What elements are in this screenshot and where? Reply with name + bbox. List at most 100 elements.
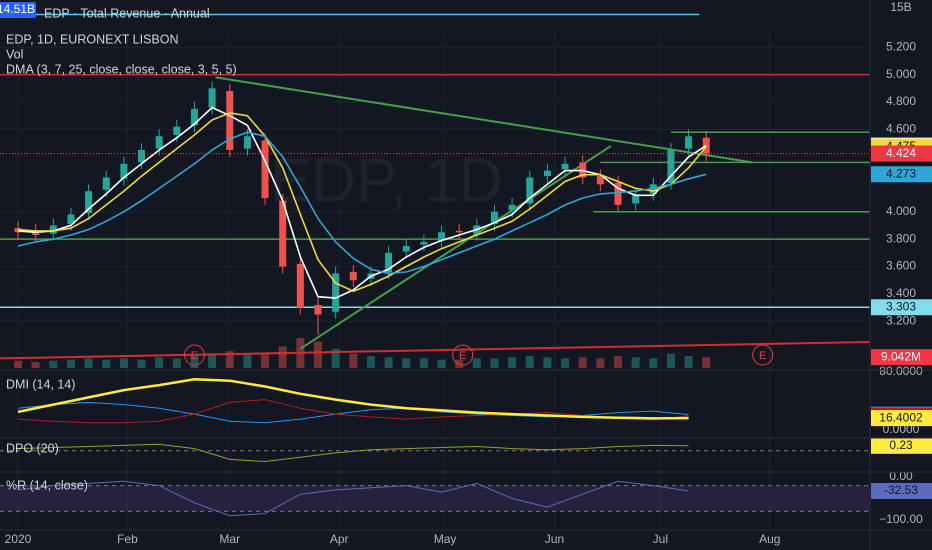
y-tick-label: 80.0000 [879, 364, 923, 378]
indicator-label-bg [871, 410, 932, 427]
x-tick-label: Jun [545, 532, 564, 546]
candle-body [702, 137, 710, 154]
volume-bar [384, 357, 393, 368]
indicator-line [17, 443, 689, 463]
candle-body [173, 126, 181, 135]
volume-bar [437, 359, 446, 368]
volume-bar [84, 358, 93, 368]
volume-bar [490, 358, 499, 368]
candle-body [155, 136, 163, 149]
indicator-label: 0.23 [889, 438, 913, 452]
candle-body [526, 177, 534, 204]
y-tick-label: 5.200 [886, 39, 916, 53]
volume-bar [614, 356, 622, 368]
price-label: 3.303 [886, 299, 916, 313]
indicator-line [17, 378, 689, 420]
volume-bar [455, 359, 464, 368]
candle-body [402, 245, 410, 252]
earnings-marker [752, 344, 774, 366]
y-tick-label: 0.00 [889, 469, 913, 483]
study-title: DMA (3, 7, 25, close, close, close, 3, 5… [6, 62, 237, 76]
dmi-title: DMI (14, 14) [6, 377, 75, 391]
indicator-label-bg [871, 482, 932, 499]
candle-body [332, 273, 340, 312]
ma-label: 4.273 [886, 166, 916, 180]
y-tick-label: 3.600 [886, 259, 916, 273]
volume-bar [31, 362, 40, 368]
volume-bar [402, 358, 411, 368]
symbol-title: EDP, 1D, EURONEXT LISBON [6, 32, 179, 46]
earnings-label: E [191, 350, 198, 362]
candle-body [120, 163, 128, 179]
candle-body [85, 191, 93, 214]
indicator-line [17, 480, 689, 517]
candle-body [138, 150, 146, 163]
wr-title: %R (14, close) [6, 478, 88, 492]
ma-label-bg [871, 166, 932, 183]
candle-body [420, 241, 428, 245]
candle-body [561, 163, 569, 170]
y-tick-label: 3.400 [886, 286, 916, 300]
dpo-title: DPO (20) [6, 441, 59, 455]
candle-body [243, 136, 251, 149]
x-tick-label: Apr [330, 532, 349, 546]
candle-body [667, 150, 675, 183]
candle-body [226, 91, 234, 151]
candle-body [632, 195, 640, 204]
y-tick-label: 3.800 [886, 231, 916, 245]
watermark: EDP, 1D [270, 146, 503, 215]
volume-bar [14, 360, 22, 368]
candle-body [49, 225, 57, 234]
x-tick-label: Jul [653, 532, 668, 546]
volume-bar [631, 357, 640, 368]
volume-bar [66, 359, 75, 368]
y-tick-label: 3.200 [886, 314, 916, 328]
candle-body [314, 304, 322, 315]
candle-body [67, 214, 75, 225]
volume-bar [172, 358, 181, 368]
band [0, 485, 870, 512]
y-tick-label: 4.000 [886, 204, 916, 218]
volume-bar [243, 354, 252, 368]
trend-line [0, 340, 871, 360]
indicator-line [17, 399, 689, 424]
earnings-marker [183, 344, 205, 366]
volume-bar [208, 353, 217, 368]
volume-bar [102, 359, 111, 368]
volume-bar [331, 348, 340, 368]
candle-body [438, 232, 446, 241]
volume-bar [561, 358, 570, 368]
volume-bar [684, 356, 693, 368]
volume-bar [49, 360, 58, 368]
x-tick-label: Aug [759, 532, 780, 546]
trend-line [299, 145, 612, 350]
y-tick-label: 15B [890, 0, 911, 14]
x-tick-label: 2020 [5, 532, 32, 546]
candle-body [385, 252, 393, 273]
candle-body [455, 230, 463, 233]
candle-body [614, 182, 622, 205]
volume-bar [508, 357, 517, 368]
volume-bar [278, 346, 287, 368]
moving-average [17, 112, 707, 293]
indicator-label-bg [871, 437, 932, 454]
candle-body [261, 140, 269, 198]
volume-bar [419, 358, 428, 368]
candle-body [685, 136, 693, 149]
volume-bar [261, 352, 270, 368]
volume-bar [666, 353, 675, 368]
x-tick-label: Mar [219, 532, 240, 546]
earnings-label: E [759, 350, 766, 362]
y-tick-label: 5.000 [886, 67, 916, 81]
volume-bar [366, 356, 375, 368]
volume-bar [137, 359, 146, 368]
volume-bar [190, 356, 199, 368]
y-tick-label: 4.600 [886, 122, 916, 136]
x-tick-label: Feb [117, 532, 138, 546]
trend-line [215, 76, 753, 164]
y-tick-label: −100.00 [879, 512, 923, 526]
revenue-badge [0, 2, 36, 18]
